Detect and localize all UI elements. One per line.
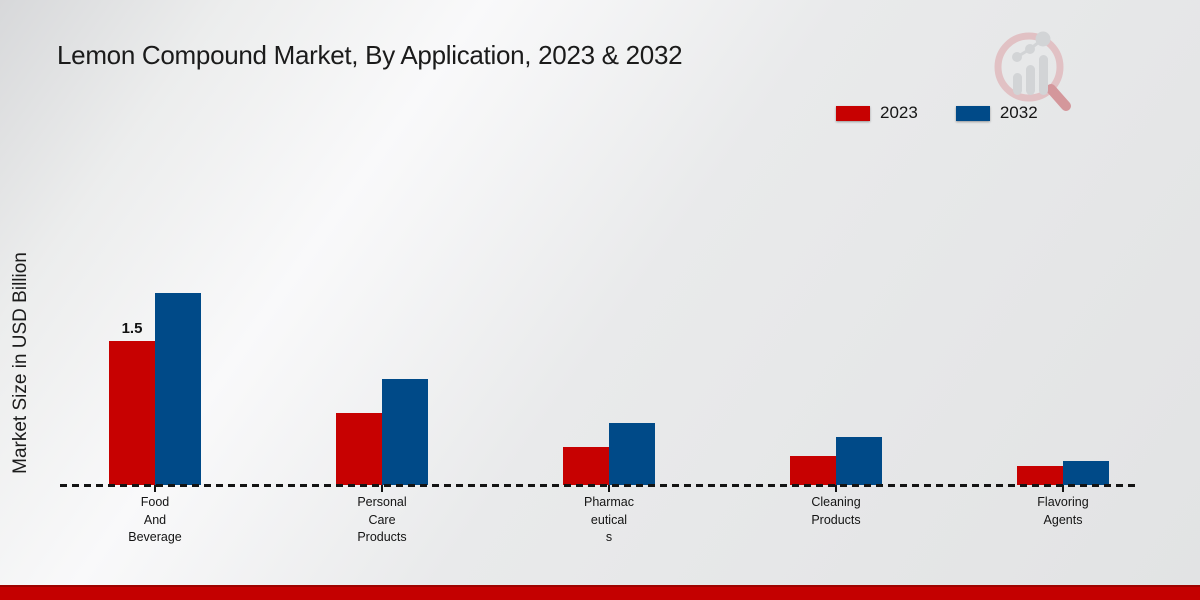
footer-red-strip [0,585,1200,600]
x-axis-tick-pharmaceuticals [608,485,610,492]
legend-swatch-2032 [955,105,990,121]
bar-2023-personal-care-products [336,413,382,485]
value-label-2023-food-and-beverage: 1.5 [121,320,143,337]
legend: 2023 2032 [836,103,1038,123]
y-axis-label: Market Size in USD Billion [10,252,31,474]
bar-2023-flavoring-agents [1017,466,1063,485]
bar-2023-cleaning-products [790,456,836,485]
legend-label-2023: 2023 [880,103,918,122]
x-axis-label-personal-care-products: Personal Care Products [357,495,407,544]
legend-label-2032: 2032 [999,103,1038,122]
x-axis-tick-personal-care-products [381,485,383,492]
legend-item-2023: 2023 [836,103,918,123]
x-axis-label-cleaning-products: Cleaning Products [811,495,861,527]
magnifier-bar-chart-logo-icon [994,31,1071,111]
x-axis-tick-cleaning-products [835,485,837,492]
bar-2032-pharmaceuticals [609,423,655,485]
bar-2032-personal-care-products [382,379,428,485]
x-axis-label-flavoring-agents: Flavoring Agents [1037,495,1089,527]
x-axis-tick-food-and-beverage [154,485,156,492]
bar-2032-flavoring-agents [1063,461,1109,485]
bar-2023-food-and-beverage [109,341,155,485]
bar-2032-food-and-beverage [155,293,201,485]
x-axis-label-pharmaceuticals: Pharmac eutical s [583,495,635,544]
chart-title: Lemon Compound Market, By Application, 2… [57,40,683,70]
bar-2023-pharmaceuticals [563,447,609,485]
legend-item-2032: 2032 [955,103,1038,123]
bar-2032-cleaning-products [836,437,882,485]
x-axis-label-food-and-beverage: Food And Beverage [128,495,182,544]
legend-swatch-2023 [836,105,870,121]
x-axis-tick-flavoring-agents [1062,485,1064,492]
x-axis-baseline [60,484,1140,487]
